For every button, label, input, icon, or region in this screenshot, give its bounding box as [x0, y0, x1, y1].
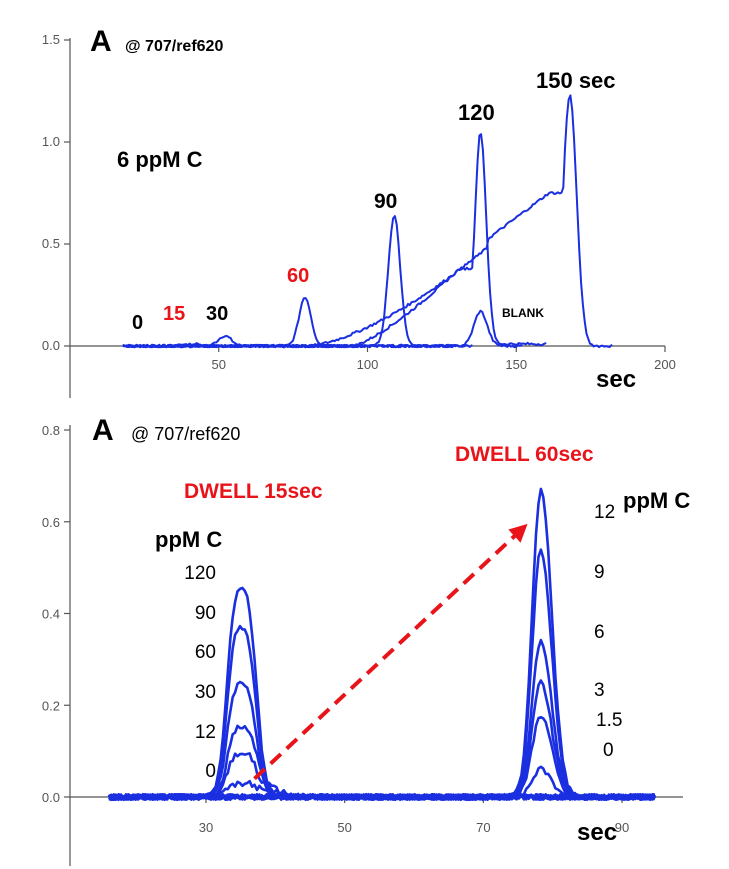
trace-dwell15-60ppm [107, 680, 656, 802]
dwell60-ppm-label: 6 [594, 622, 605, 643]
left-unit-label: ppM C [155, 527, 222, 552]
bottom-x-tick-label: 90 [615, 820, 629, 835]
dwell15-ppm-label: 12 [195, 722, 216, 743]
bottom-x-tick-label: 70 [476, 820, 490, 835]
bottom-chart: 0.00.20.40.60.8 30 50 70 90 A @ 707/ref620 … [42, 414, 690, 866]
top-x-tick-label: 100 [357, 357, 379, 372]
dwell60-ppm-label: 1.5 [596, 710, 622, 731]
bottom-x-tick-label: 50 [337, 820, 351, 835]
bottom-x-tick-label: 30 [199, 820, 213, 835]
dwell15-ppm-label: 0 [205, 761, 216, 782]
dwell-label-120: 120 [458, 100, 495, 125]
dwell15-ppm-label: 120 [184, 563, 216, 584]
dwell60-ppm-label: 3 [594, 680, 605, 701]
top-panel-subtitle: @ 707/ref620 [125, 38, 223, 55]
bottom-y-tick-label: 0.4 [42, 607, 60, 622]
top-y-tick-label: 0.0 [42, 338, 60, 353]
bottom-y-tick-label: 0.6 [42, 515, 60, 530]
trace-dwell15-90ppm [108, 624, 656, 802]
trace-dwell60-1.5ppm [108, 715, 656, 802]
bottom-y-tick-label: 0.2 [42, 698, 60, 713]
dwell-arrow [253, 523, 528, 781]
top-y-tick-label: 1.5 [42, 32, 60, 47]
dwell60-ppm-label: 0 [603, 740, 614, 761]
trace-dwell15-120ppm [108, 586, 656, 802]
right-unit-label: ppM C [623, 488, 690, 513]
bottom-panel-subtitle: @ 707/ref620 [131, 424, 240, 444]
trace-dwell60-0ppm [108, 765, 656, 802]
bottom-y-tick-label: 0.0 [42, 790, 60, 805]
dwell60-ppm-label: 9 [594, 562, 605, 583]
dwell-15-label: DWELL 15sec [184, 480, 323, 503]
top-x-tick-label: 200 [654, 357, 676, 372]
top-x-tick-label: 50 [212, 357, 226, 372]
trace-dwell60-9ppm [108, 548, 656, 802]
top-chart: 0.00.51.01.5 50 100 150 200 A @ 707/ref620 … [42, 25, 676, 398]
dwell-label-0: 0 [132, 312, 143, 334]
trace-dwell60-6ppm [108, 638, 656, 802]
top-y-tick-label: 1.0 [42, 134, 60, 149]
dwell-60-label: DWELL 60sec [455, 443, 594, 466]
top-x-tick-label: 150 [505, 357, 527, 372]
dwell-label-15: 15 [163, 303, 185, 325]
dwell15-ppm-label: 90 [195, 603, 216, 624]
top-sample-label: 6 ppM C [117, 147, 203, 172]
blank-label: BLANK [502, 306, 544, 320]
bottom-x-unit: sec [577, 819, 617, 846]
dwell-label-30: 30 [206, 303, 228, 325]
top-y-tick-label: 0.5 [42, 236, 60, 251]
trace-dwell60-3ppm [107, 679, 656, 802]
top-panel-letter: A [90, 25, 112, 58]
dwell60-ppm-label: 12 [594, 502, 615, 523]
dwell-label-150: 150 sec [536, 68, 616, 93]
top-x-unit: sec [596, 366, 636, 393]
dwell15-ppm-label: 60 [195, 642, 216, 663]
dwell-label-90: 90 [374, 190, 397, 213]
bottom-y-tick-label: 0.8 [42, 423, 60, 438]
dwell-label-60: 60 [287, 265, 309, 287]
bottom-panel-letter: A [92, 414, 114, 447]
trace-dwell-150 [128, 94, 613, 349]
dwell15-ppm-label: 30 [195, 682, 216, 703]
trace-dwell15-30ppm [108, 724, 656, 802]
